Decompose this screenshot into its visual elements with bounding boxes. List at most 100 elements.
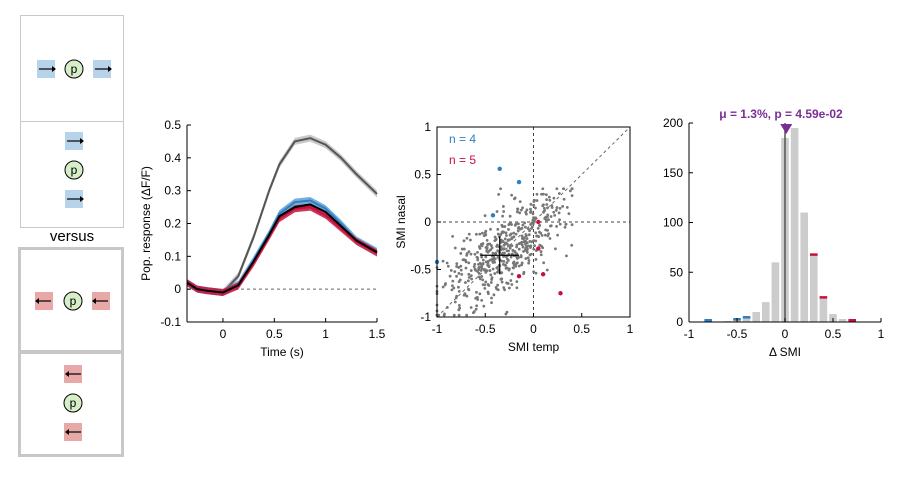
histogram-bar (742, 317, 751, 322)
gray-point (533, 244, 536, 248)
y-tick-label: 1 (424, 120, 431, 134)
gray-point (465, 236, 469, 240)
x-tick-label: 0.5 (825, 327, 842, 341)
gray-point (542, 192, 545, 196)
gray-point (542, 209, 546, 213)
gray-point (558, 218, 561, 222)
gray-point (522, 249, 525, 253)
gray-point (489, 244, 493, 247)
gray-point (473, 252, 477, 256)
arrow-right-icon (80, 138, 84, 144)
gray-point (476, 258, 480, 262)
gray-point (564, 222, 568, 226)
gray-point (476, 298, 480, 301)
histogram-bar (790, 127, 799, 322)
highlight-point (516, 179, 522, 185)
gray-point (451, 279, 455, 283)
gray-point (521, 206, 524, 210)
gray-point (460, 247, 464, 251)
gray-point (524, 257, 528, 260)
gray-point (535, 192, 539, 196)
gray-point (512, 266, 515, 270)
gray-point (562, 187, 565, 191)
gray-point (490, 301, 493, 305)
gray-point (507, 223, 511, 226)
gray-point (550, 204, 554, 207)
gray-point (557, 192, 561, 195)
gray-point (484, 255, 488, 259)
gray-point (547, 232, 551, 236)
gray-point (503, 251, 506, 255)
gray-point (477, 266, 481, 270)
gray-point (526, 256, 530, 260)
gray-point (508, 214, 512, 218)
gray-point (452, 313, 456, 317)
gray-point (501, 214, 505, 218)
gray-point (472, 310, 476, 313)
gray-point (496, 232, 500, 236)
gray-point (505, 234, 508, 237)
highlight-point (536, 246, 541, 251)
highlight-point (516, 273, 522, 279)
gray-point (495, 245, 499, 248)
gray-point (565, 254, 568, 258)
highlight-point (536, 219, 541, 225)
gray-point (493, 260, 496, 264)
gray-point (491, 267, 495, 271)
histogram-bar (838, 319, 847, 322)
x-tick-label: 0.5 (266, 327, 283, 341)
histogram-bar (752, 312, 760, 322)
gray-point (547, 218, 550, 222)
gray-point (544, 193, 548, 197)
gray-point (481, 283, 485, 287)
pupil-label: p (70, 396, 77, 410)
gray-point (562, 197, 566, 201)
gray-point (493, 252, 497, 256)
gray-point (472, 265, 476, 269)
gray-point (490, 296, 493, 300)
y-tick-label: -0.5 (410, 263, 431, 277)
gray-point (530, 221, 534, 225)
arrow-left-icon (35, 298, 39, 304)
gray-point (485, 238, 489, 242)
gray-point (441, 259, 445, 263)
gray-point (459, 264, 463, 268)
gray-point (465, 253, 469, 257)
gray-point (565, 206, 569, 209)
gray-point (446, 264, 450, 268)
gray-point (460, 272, 464, 276)
gray-point (489, 273, 493, 277)
gray-point (500, 223, 504, 227)
gray-point (469, 238, 472, 242)
gray-point (478, 277, 482, 281)
gray-point (496, 283, 500, 287)
histogram-bar (810, 254, 818, 322)
y-tick-label: 0.5 (414, 168, 431, 182)
gray-point (518, 241, 522, 245)
gray-point (476, 250, 479, 254)
gray-point (496, 255, 500, 259)
gray-point (555, 225, 558, 228)
gray-point (543, 233, 547, 237)
gray-point (499, 233, 503, 236)
y-tick-label: -1 (420, 310, 431, 324)
gray-point (467, 275, 471, 279)
gray-point (555, 187, 559, 191)
gray-point (532, 220, 536, 224)
stimulus-panels: p p versus p (0, 0, 140, 477)
histogram-bar (771, 262, 780, 322)
gray-point (546, 206, 549, 210)
gray-point (517, 226, 521, 229)
gray-point (482, 304, 486, 308)
gray-point (510, 237, 514, 241)
gray-point (538, 243, 542, 247)
gray-point (523, 221, 527, 225)
gray-point (534, 206, 537, 210)
gray-point (507, 228, 510, 231)
gray-point (481, 262, 485, 266)
x-tick-label: 1 (627, 322, 634, 336)
gray-point (503, 288, 506, 292)
gray-point (515, 243, 519, 247)
gray-point (505, 310, 509, 314)
gray-point (534, 239, 538, 243)
